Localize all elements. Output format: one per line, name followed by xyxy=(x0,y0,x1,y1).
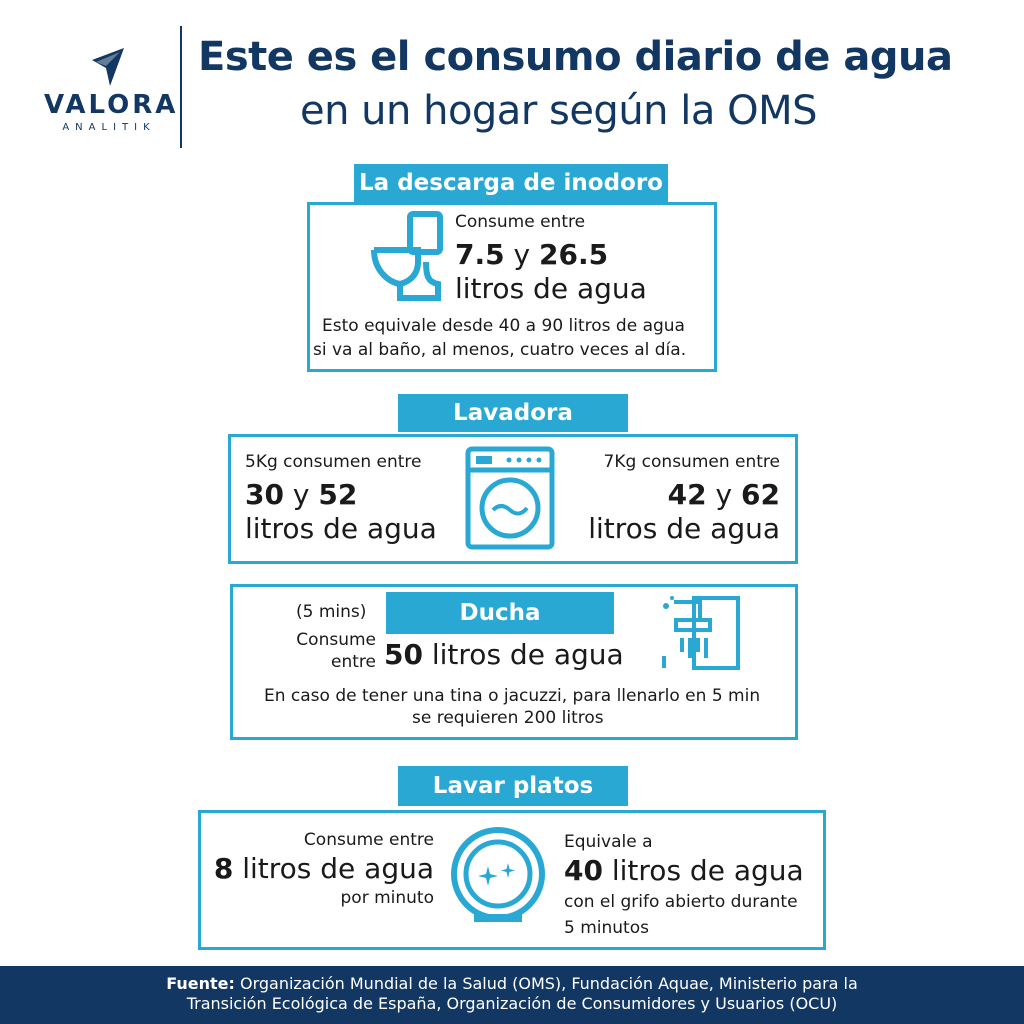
logo-icon xyxy=(92,48,124,86)
dishes-right-intro: Equivale a xyxy=(564,832,653,852)
brand-sub: ANALITIK xyxy=(62,122,156,133)
washer-right-high: 62 xyxy=(741,478,780,511)
washer-left-high: 52 xyxy=(318,478,358,511)
brand-logo: VALORA ANALITIK xyxy=(44,44,179,134)
shower-note-1: En caso de tener una tina o jacuzzi, par… xyxy=(264,686,761,706)
dishes-right-value: 40 xyxy=(564,854,603,887)
dishes-left-value: 8 xyxy=(213,852,234,885)
header-divider xyxy=(180,26,182,148)
page-title: Este es el consumo diario de agua xyxy=(198,34,953,80)
toilet-range: 7.5 y 26.5 xyxy=(455,238,608,271)
source-text-2: Transición Ecológica de España, Organiza… xyxy=(186,994,838,1013)
brand-name: VALORA xyxy=(44,90,179,120)
washer-left-range: 30 y 52 xyxy=(245,478,357,511)
dishes-right-note-2: 5 minutos xyxy=(564,918,649,938)
shower-tab: Ducha xyxy=(386,592,614,634)
washer-left-intro: 5Kg consumen entre xyxy=(245,452,422,472)
dishes-right-note-1: con el grifo abierto durante xyxy=(564,892,798,912)
shower-intro-1: Consume xyxy=(296,630,376,650)
toilet-high: 26.5 xyxy=(539,238,609,271)
toilet-conj: y xyxy=(513,238,531,271)
toilet-note-2: si va al baño, al menos, cuatro veces al… xyxy=(313,340,687,360)
washer-right-low: 42 xyxy=(667,478,707,511)
source-line-1: Fuente: Organización Mundial de la Salud… xyxy=(0,974,1024,994)
washer-right-intro: 7Kg consumen entre xyxy=(603,452,780,472)
source-label: Fuente: xyxy=(166,974,235,993)
page-subtitle: en un hogar según la OMS xyxy=(300,88,817,134)
dishes-left-per: por minuto xyxy=(340,888,434,908)
toilet-low: 7.5 xyxy=(455,238,505,271)
dishes-right-value-line: 40 litros de agua xyxy=(564,854,804,887)
shower-value: 50 xyxy=(384,638,423,671)
shower-duration: (5 mins) xyxy=(296,602,367,622)
toilet-icon xyxy=(371,211,443,301)
washer-right-unit: litros de agua xyxy=(588,512,780,545)
washer-left-conj: y xyxy=(292,478,310,511)
shower-icon xyxy=(662,596,740,670)
dishes-left-unit: litros de agua xyxy=(242,852,434,885)
toilet-note-1: Esto equivale desde 40 a 90 litros de ag… xyxy=(322,316,685,336)
washing-machine-icon xyxy=(465,446,555,550)
shower-value-line: 50 litros de agua xyxy=(384,638,624,671)
shower-intro-2: entre xyxy=(331,652,376,672)
shower-unit: litros de agua xyxy=(431,638,624,671)
toilet-card xyxy=(307,202,717,372)
washer-left-unit: litros de agua xyxy=(245,512,437,545)
washer-left-low: 30 xyxy=(245,478,284,511)
dishes-left-intro: Consume entre xyxy=(303,830,434,850)
sink-icon xyxy=(451,827,545,922)
washer-right-conj: y xyxy=(715,478,733,511)
toilet-intro: Consume entre xyxy=(455,212,586,232)
washer-right-range: 42 y 62 xyxy=(668,478,780,511)
toilet-tab: La descarga de inodoro xyxy=(354,164,668,202)
toilet-unit: litros de agua xyxy=(455,272,647,305)
washer-card xyxy=(228,434,798,564)
shower-note-2: se requieren 200 litros xyxy=(412,708,604,728)
source-footer: Fuente: Organización Mundial de la Salud… xyxy=(0,966,1024,1024)
washer-tab: Lavadora xyxy=(398,394,628,432)
dishes-right-unit: litros de agua xyxy=(611,854,804,887)
source-text-1: Organización Mundial de la Salud (OMS), … xyxy=(239,974,858,993)
dishes-left-value-line: 8 litros de agua xyxy=(214,852,434,885)
dishes-tab: Lavar platos xyxy=(398,766,628,806)
